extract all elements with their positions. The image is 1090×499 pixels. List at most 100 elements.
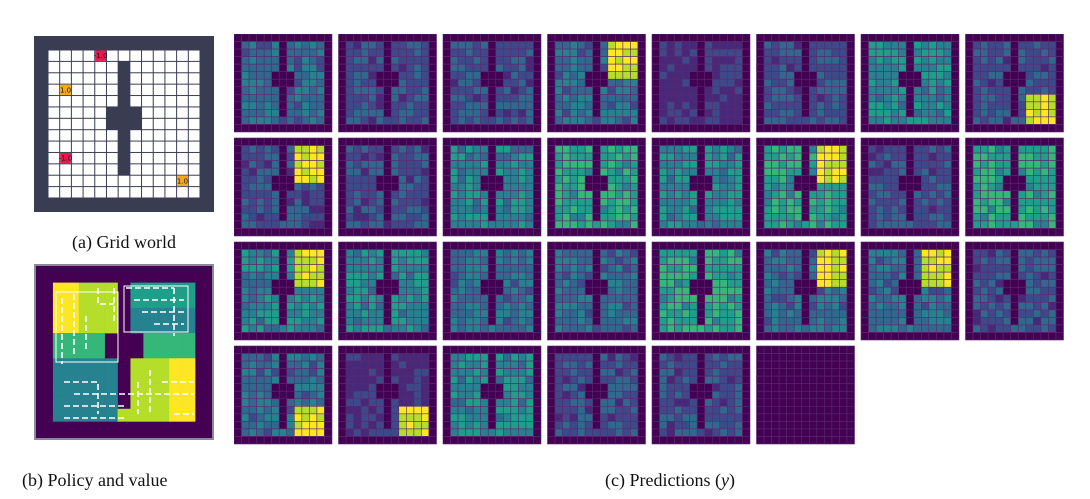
prediction-cell <box>1040 41 1049 50</box>
prediction-cell <box>846 48 855 57</box>
prediction-cell <box>428 317 437 326</box>
prediction-cell <box>972 332 981 341</box>
prediction-cell <box>413 145 422 154</box>
prediction-cell <box>324 309 333 318</box>
prediction-cell <box>234 436 242 445</box>
prediction-cell <box>995 279 1004 288</box>
prediction-cell <box>831 205 840 214</box>
prediction-cell <box>569 71 578 80</box>
prediction-cell <box>547 213 556 222</box>
prediction-cell <box>808 109 818 118</box>
prediction-cell <box>278 413 288 422</box>
prediction-cell <box>712 294 721 303</box>
prediction-cell <box>793 137 803 146</box>
prediction-cell <box>719 286 728 296</box>
prediction-cell <box>421 241 430 250</box>
prediction-cell <box>301 190 310 199</box>
prediction-cell <box>472 406 481 415</box>
prediction-cell <box>562 41 571 50</box>
prediction-cell <box>824 190 833 199</box>
prediction-cell <box>577 360 586 369</box>
prediction-cell <box>921 109 930 118</box>
prediction-cell <box>592 271 601 280</box>
prediction-cell <box>383 41 392 50</box>
prediction-cell <box>413 205 422 214</box>
prediction-cell <box>778 71 787 80</box>
prediction-cell <box>607 213 616 222</box>
prediction-cell <box>965 71 974 80</box>
prediction-cell <box>592 86 601 95</box>
prediction-cell <box>383 63 392 72</box>
prediction-cell <box>846 71 855 80</box>
prediction-cell <box>577 324 586 333</box>
prediction-cell <box>480 167 489 176</box>
prediction-cell <box>778 309 787 318</box>
prediction-cell <box>763 205 772 214</box>
prediction-cell <box>860 271 869 280</box>
prediction-cell <box>234 220 242 229</box>
prediction-cell <box>309 241 318 250</box>
prediction-cell <box>518 213 527 222</box>
prediction-cell <box>704 175 713 184</box>
prediction-cell <box>406 78 415 88</box>
prediction-cell <box>390 34 400 42</box>
prediction-cell <box>786 190 795 199</box>
prediction-cell <box>771 182 780 192</box>
prediction-cell <box>294 271 303 280</box>
prediction-cell <box>599 309 609 318</box>
prediction-cell <box>324 48 333 57</box>
prediction-cell <box>554 279 563 288</box>
prediction-cell <box>547 324 556 333</box>
prediction-cell <box>913 264 922 273</box>
prediction-cell <box>771 332 780 341</box>
prediction-cell <box>839 279 848 288</box>
prediction-cell <box>554 71 563 80</box>
prediction-cell <box>554 94 563 103</box>
prediction-cell <box>368 220 377 229</box>
grid-cell <box>95 175 106 187</box>
prediction-cell <box>480 345 489 354</box>
prediction-cell <box>689 286 698 296</box>
prediction-cell <box>756 324 765 333</box>
prediction-cell <box>630 116 639 125</box>
prediction-tile <box>860 137 960 237</box>
prediction-cell <box>742 264 751 273</box>
prediction-cell <box>592 220 601 229</box>
prediction-cell <box>846 286 855 296</box>
prediction-cell <box>928 86 937 95</box>
prediction-cell <box>294 86 303 95</box>
prediction-cell <box>793 324 803 333</box>
prediction-cell <box>727 249 736 258</box>
prediction-cell <box>390 279 400 288</box>
prediction-cell <box>465 264 474 273</box>
prediction-cell <box>808 198 818 207</box>
prediction-cell <box>793 94 803 103</box>
prediction-cell <box>428 101 437 110</box>
prediction-cell <box>256 413 265 422</box>
prediction-cell <box>778 332 787 341</box>
prediction-cell <box>234 383 242 392</box>
prediction-cell <box>442 145 451 154</box>
prediction-cell <box>345 86 354 95</box>
prediction-cell <box>1033 145 1042 154</box>
prediction-cell <box>592 145 601 154</box>
prediction-cell <box>1055 302 1064 311</box>
prediction-cell <box>1055 167 1064 176</box>
prediction-cell <box>1040 190 1049 199</box>
prediction-cell <box>472 413 481 422</box>
prediction-cell <box>868 205 877 214</box>
prediction-cell <box>592 198 601 207</box>
prediction-cell <box>353 116 362 125</box>
prediction-cell <box>584 228 594 237</box>
prediction-cell <box>1048 198 1057 207</box>
prediction-cell <box>353 271 362 280</box>
prediction-cell <box>368 205 377 214</box>
prediction-cell <box>913 101 922 110</box>
prediction-cell <box>584 71 594 80</box>
prediction-cell <box>727 63 736 72</box>
prediction-cell <box>816 332 825 341</box>
prediction-cell <box>1010 94 1019 103</box>
prediction-cell <box>1002 101 1012 110</box>
prediction-cell <box>263 124 272 133</box>
prediction-cell <box>913 249 922 258</box>
